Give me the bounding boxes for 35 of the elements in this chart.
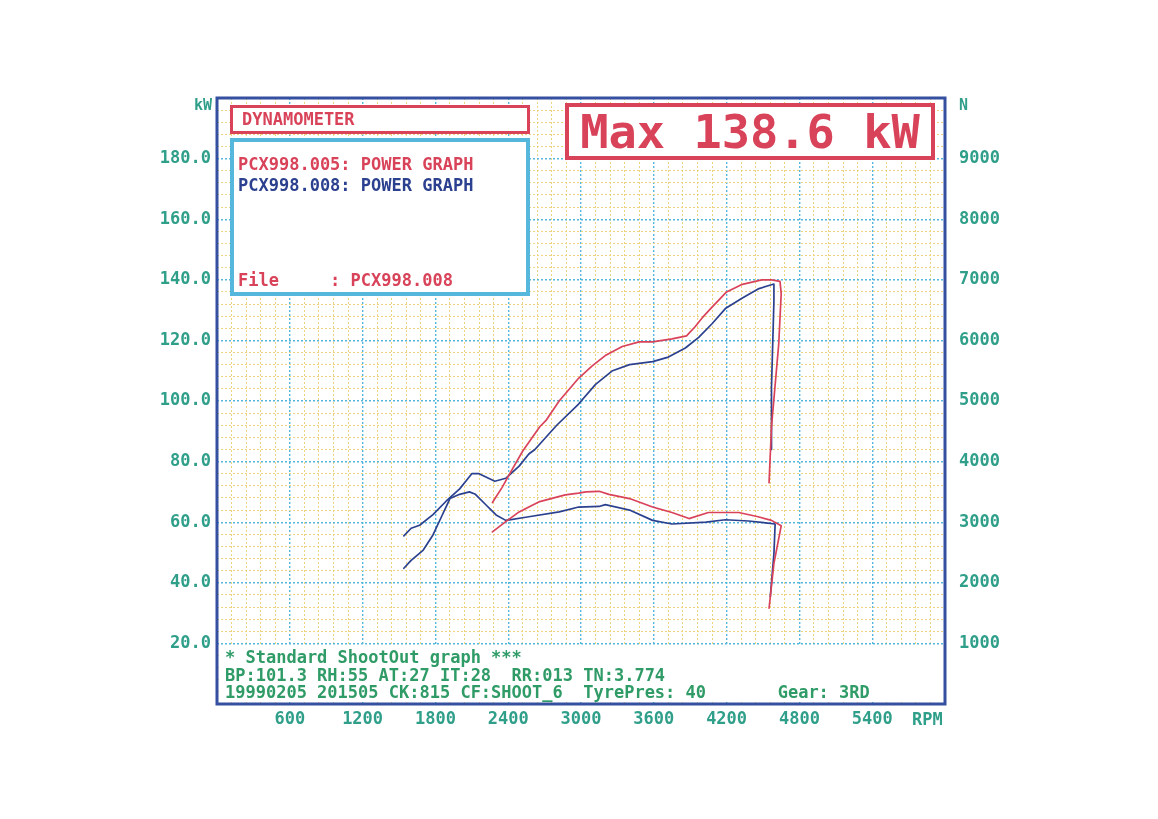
x-tick-label: 1200	[342, 707, 384, 728]
y-tick-label: 40.0	[170, 571, 211, 592]
x-tick-label: 2400	[487, 707, 529, 728]
y-tick-label: 60.0	[170, 510, 211, 531]
y2-tick-label: 5000	[959, 389, 1000, 410]
text: DYNAMOMETER	[242, 108, 355, 131]
y2-tick-label: 2000	[959, 571, 1000, 592]
x-tick-label: 1800	[414, 707, 456, 728]
y-tick-label: 120.0	[159, 328, 211, 349]
y2-tick-label: 8000	[959, 207, 1000, 228]
y-tick-label: 160.0	[159, 207, 211, 228]
y-tick-label: 20.0	[170, 631, 211, 652]
x-tick-label: 4200	[706, 707, 748, 728]
y-tick-label: 180.0	[159, 147, 211, 168]
y2-tick-label: 4000	[959, 450, 1000, 471]
x-tick-label: 5400	[851, 707, 893, 728]
text: PCX998.008: POWER GRAPH	[238, 175, 474, 196]
y-axis-title: kW	[193, 96, 212, 114]
y2-tick-label: 1000	[959, 631, 1000, 652]
x-tick-label: 4800	[778, 707, 820, 728]
y-tick-label: 80.0	[170, 450, 211, 471]
annotation: 19990205 201505 CK:815 CF:SHOOT_6 TyrePres: 40 Gear: 3RD	[225, 682, 870, 702]
y2-tick-label: 3000	[959, 510, 1000, 531]
x-tick-label: 3000	[560, 707, 602, 728]
y2-tick-label: 6000	[959, 328, 1000, 349]
y2-tick-label: 9000	[959, 147, 1000, 168]
x-axis-title: RPM	[912, 709, 943, 729]
y2-axis-title: N	[959, 96, 969, 114]
x-tick-label: 600	[274, 707, 306, 728]
y-tick-label: 100.0	[159, 389, 211, 410]
text: PCX998.005: POWER GRAPH	[238, 154, 474, 175]
y2-tick-label: 7000	[959, 268, 1000, 289]
x-tick-label: 3600	[633, 707, 675, 728]
annotation: File : PCX998.008	[238, 270, 453, 290]
y-tick-label: 140.0	[159, 268, 211, 289]
